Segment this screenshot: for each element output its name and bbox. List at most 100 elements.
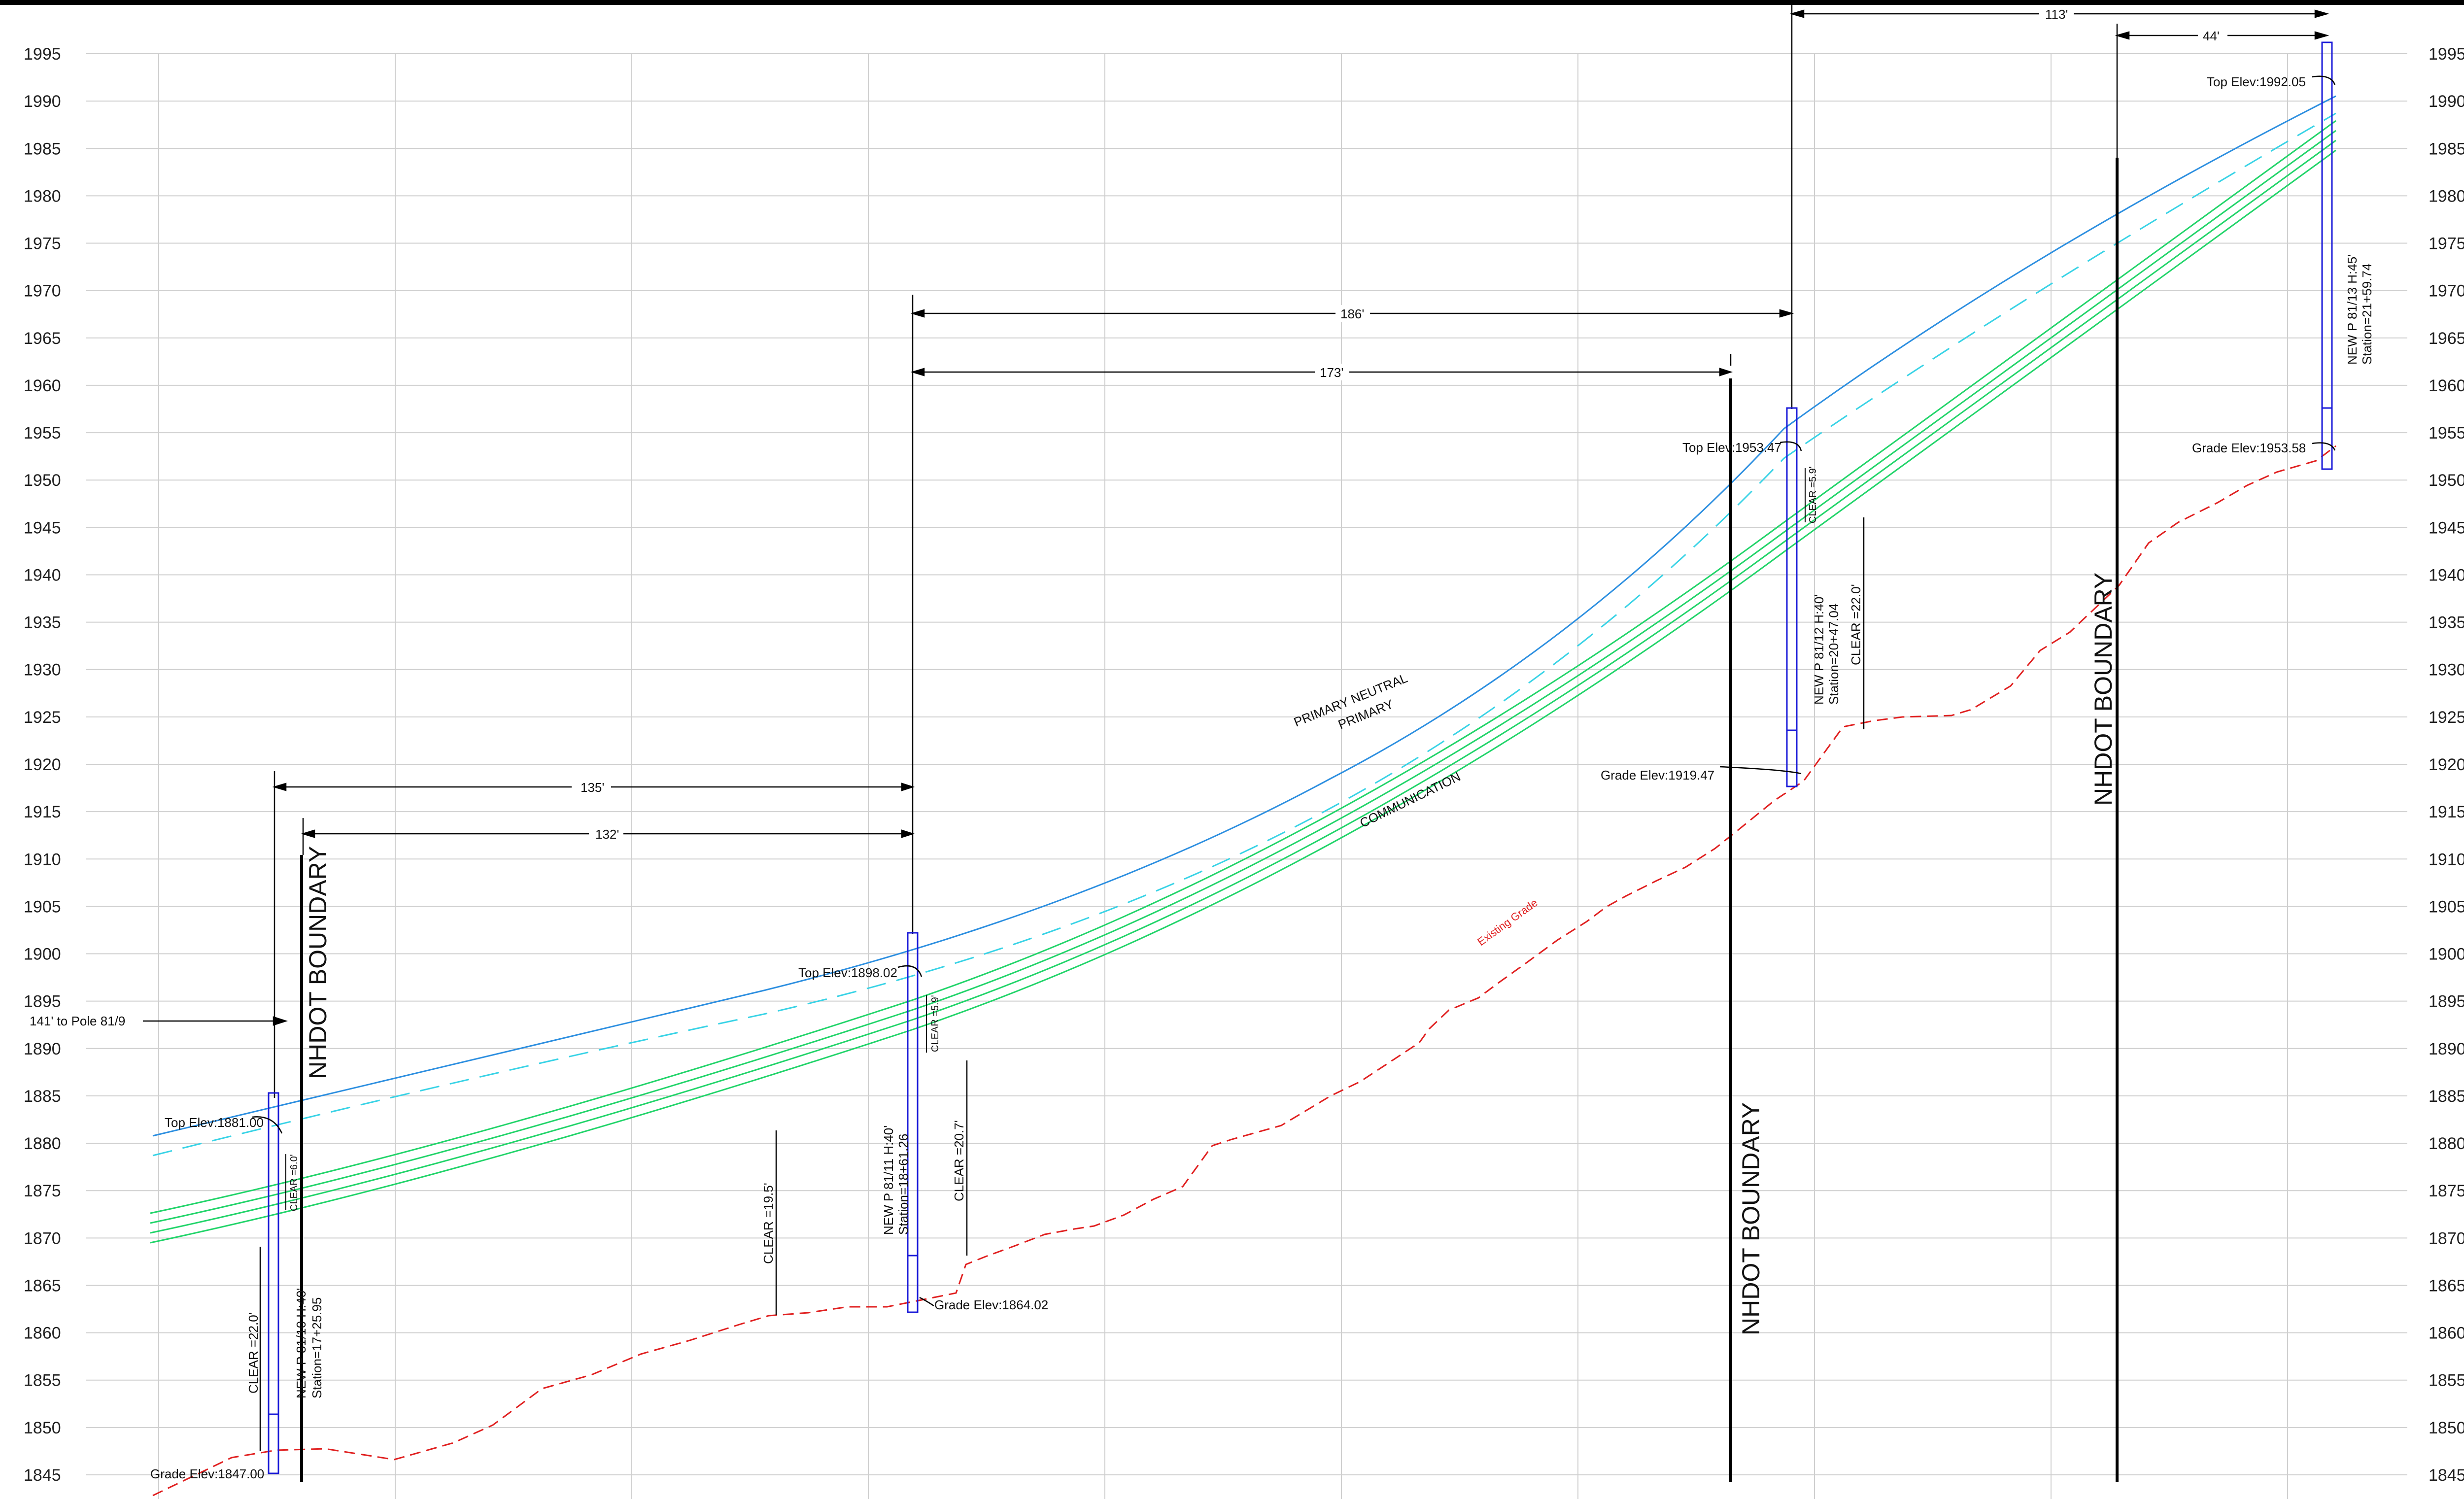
axis-tick-left-1985: 1985 — [24, 139, 61, 158]
axis-tick-left-1945: 1945 — [24, 518, 61, 537]
axis-tick-right-1900: 1900 — [2429, 945, 2464, 964]
axis-tick-left-1875: 1875 — [24, 1182, 61, 1200]
axis-tick-left-1940: 1940 — [24, 566, 61, 584]
nhdot-boundary-label-3: NHDOT BOUNDARY — [2089, 573, 2117, 806]
axis-tick-left-1885: 1885 — [24, 1087, 61, 1106]
pole-label-1: NEW P 81/12 H:40' — [1812, 594, 1826, 705]
axis-tick-right-1980: 1980 — [2429, 187, 2464, 205]
nhdot-boundary-lines — [300, 158, 2119, 1482]
pole-grade-elev: Grade Elev:1847.00 — [150, 1466, 264, 1481]
axis-tick-right-1915: 1915 — [2429, 803, 2464, 821]
primary-neutral-wire — [152, 95, 2336, 1137]
axis-tick-right-1865: 1865 — [2429, 1276, 2464, 1295]
pole-label-2: Station=18+61.26 — [896, 1134, 911, 1235]
dim-132: 132' — [595, 827, 619, 842]
axis-tick-left-1880: 1880 — [24, 1134, 61, 1153]
existing-grade-line — [152, 445, 2336, 1497]
pole-clear-ground: CLEAR =20.7' — [952, 1120, 966, 1201]
axis-tick-right-1895: 1895 — [2429, 992, 2464, 1011]
axis-tick-right-1935: 1935 — [2429, 613, 2464, 632]
pole-81-10: Top Elev:1881.00 Grade Elev:1847.00 CLEA… — [150, 1092, 324, 1481]
existing-grade-label: Existing Grade — [1475, 896, 1540, 948]
pole-label-2: Station=20+47.04 — [1826, 604, 1841, 705]
axis-tick-left-1845: 1845 — [24, 1466, 61, 1485]
axis-tick-right-1955: 1955 — [2429, 424, 2464, 443]
pole-81-12: Top Elev:1953.47 Grade Elev:1919.47 CLEA… — [1601, 407, 1865, 787]
axis-tick-right-1985: 1985 — [2429, 139, 2464, 158]
pole-clear-attach: CLEAR =5.9' — [1808, 466, 1818, 523]
axis-tick-left-1970: 1970 — [24, 282, 61, 301]
dim-44: 44' — [2203, 29, 2220, 43]
axis-tick-left-1975: 1975 — [24, 235, 61, 253]
dimension-labels: 141' to Pole 81/9 135' 132' 186' 173' 11… — [27, 5, 2227, 1029]
axis-tick-right-1970: 1970 — [2429, 282, 2464, 301]
axis-tick-right-1845: 1845 — [2429, 1466, 2464, 1485]
axis-tick-right-1975: 1975 — [2429, 235, 2464, 253]
axis-tick-right-1880: 1880 — [2429, 1134, 2464, 1153]
dim-173: 173' — [1320, 365, 1343, 380]
dimension-lines — [143, 0, 2329, 1098]
axis-tick-right-1965: 1965 — [2429, 329, 2464, 348]
pole-grade-elev: Grade Elev:1864.02 — [934, 1297, 1048, 1312]
axis-tick-right-1850: 1850 — [2429, 1419, 2464, 1437]
axis-tick-right-1890: 1890 — [2429, 1040, 2464, 1058]
pole-clear-ground: CLEAR =22.0' — [1848, 584, 1863, 665]
axis-tick-right-1990: 1990 — [2429, 92, 2464, 111]
axis-tick-left-1865: 1865 — [24, 1276, 61, 1295]
pole-grade-elev: Grade Elev:1919.47 — [1601, 768, 1714, 783]
axis-tick-left-1995: 1995 — [24, 45, 61, 64]
axis-tick-left-1900: 1900 — [24, 945, 61, 964]
axis-tick-left-1925: 1925 — [24, 708, 61, 727]
pole-81-11: Top Elev:1898.02 Grade Elev:1864.02 CLEA… — [798, 932, 1048, 1313]
axis-tick-left-1965: 1965 — [24, 329, 61, 348]
axis-tick-left-1955: 1955 — [24, 424, 61, 443]
pole-top-elev: Top Elev:1953.47 — [1682, 440, 1781, 455]
axis-tick-right-1870: 1870 — [2429, 1229, 2464, 1248]
axis-tick-left-1870: 1870 — [24, 1229, 61, 1248]
axis-tick-right-1860: 1860 — [2429, 1324, 2464, 1343]
axis-tick-right-1960: 1960 — [2429, 376, 2464, 395]
dim-135: 135' — [581, 780, 604, 795]
axis-tick-right-1925: 1925 — [2429, 708, 2464, 727]
axis-tick-right-1995: 1995 — [2429, 45, 2464, 64]
pole-clear-attach: CLEAR =6.0' — [289, 1154, 300, 1211]
axis-tick-right-1930: 1930 — [2429, 661, 2464, 680]
axis-tick-left-1920: 1920 — [24, 755, 61, 774]
axis-tick-right-1920: 1920 — [2429, 755, 2464, 774]
pole-label-2: Station=17+25.95 — [309, 1297, 324, 1398]
axis-tick-left-1980: 1980 — [24, 187, 61, 205]
nhdot-boundary-label-2: NHDOT BOUNDARY — [1737, 1102, 1765, 1335]
pole-label-1: NEW P 81/13 H:45' — [2345, 254, 2360, 365]
pole-top-elev: Top Elev:1898.02 — [798, 965, 897, 980]
elevation-axis-right: 1995 1990 1985 1980 1975 1970 1965 1960 1955 1950… — [2429, 45, 2464, 1485]
axis-tick-left-1960: 1960 — [24, 376, 61, 395]
top-border — [0, 0, 2464, 5]
primary-wire — [152, 112, 2336, 1157]
axis-tick-left-1905: 1905 — [24, 897, 61, 916]
pole-body — [1786, 407, 1798, 787]
elevation-axis-left: 1995 1990 1985 1980 1975 1970 1965 1960 1955 1950… — [24, 45, 61, 1485]
pole-label-1: NEW P 81/10 H:40' — [294, 1288, 308, 1398]
pole-body — [2321, 41, 2333, 470]
nhdot-boundary-label-1: NHDOT BOUNDARY — [304, 846, 332, 1079]
axis-tick-left-1855: 1855 — [24, 1371, 61, 1390]
axis-tick-right-1945: 1945 — [2429, 518, 2464, 537]
dim-to-prev-pole: 141' to Pole 81/9 — [30, 1014, 125, 1028]
pole-label-2: Station=21+59.74 — [2360, 264, 2374, 365]
axis-tick-left-1895: 1895 — [24, 992, 61, 1011]
axis-tick-right-1885: 1885 — [2429, 1087, 2464, 1106]
axis-tick-left-1850: 1850 — [24, 1419, 61, 1437]
pole-clear-attach: CLEAR =5.9' — [930, 995, 941, 1052]
pole-body — [907, 932, 919, 1313]
pole-81-13: Top Elev:1992.05 Grade Elev:1953.58 NEW … — [2192, 41, 2374, 470]
pole-top-elev: Top Elev:1881.00 — [165, 1115, 264, 1130]
axis-tick-left-1890: 1890 — [24, 1040, 61, 1058]
axis-tick-left-1950: 1950 — [24, 471, 61, 490]
axis-tick-right-1875: 1875 — [2429, 1182, 2464, 1200]
midspan-clearance: CLEAR =19.5' — [761, 1130, 777, 1315]
axis-tick-left-1935: 1935 — [24, 613, 61, 632]
pole-grade-elev: Grade Elev:1953.58 — [2192, 441, 2306, 455]
pole-top-elev: Top Elev:1992.05 — [2207, 74, 2306, 89]
axis-tick-left-1915: 1915 — [24, 803, 61, 821]
